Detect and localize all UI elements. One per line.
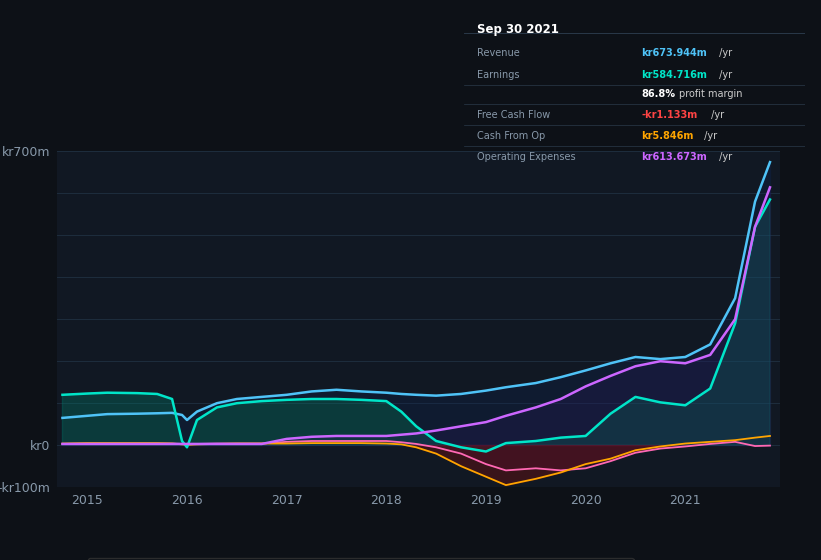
Text: /yr: /yr bbox=[716, 152, 732, 162]
Text: /yr: /yr bbox=[716, 70, 732, 80]
Text: -kr1.133m: -kr1.133m bbox=[641, 110, 697, 120]
Text: /yr: /yr bbox=[701, 131, 717, 141]
Text: Sep 30 2021: Sep 30 2021 bbox=[478, 23, 559, 36]
Text: Revenue: Revenue bbox=[478, 48, 521, 58]
Text: 86.8%: 86.8% bbox=[641, 89, 675, 99]
Text: kr613.673m: kr613.673m bbox=[641, 152, 707, 162]
Text: kr5.846m: kr5.846m bbox=[641, 131, 694, 141]
Text: profit margin: profit margin bbox=[678, 89, 742, 99]
Text: /yr: /yr bbox=[716, 48, 732, 58]
Text: Operating Expenses: Operating Expenses bbox=[478, 152, 576, 162]
Text: kr584.716m: kr584.716m bbox=[641, 70, 707, 80]
Text: Earnings: Earnings bbox=[478, 70, 520, 80]
Text: Cash From Op: Cash From Op bbox=[478, 131, 546, 141]
Legend: Revenue, Earnings, Free Cash Flow, Cash From Op, Operating Expenses: Revenue, Earnings, Free Cash Flow, Cash … bbox=[88, 558, 634, 560]
Text: /yr: /yr bbox=[709, 110, 725, 120]
Text: kr673.944m: kr673.944m bbox=[641, 48, 707, 58]
Text: Free Cash Flow: Free Cash Flow bbox=[478, 110, 551, 120]
